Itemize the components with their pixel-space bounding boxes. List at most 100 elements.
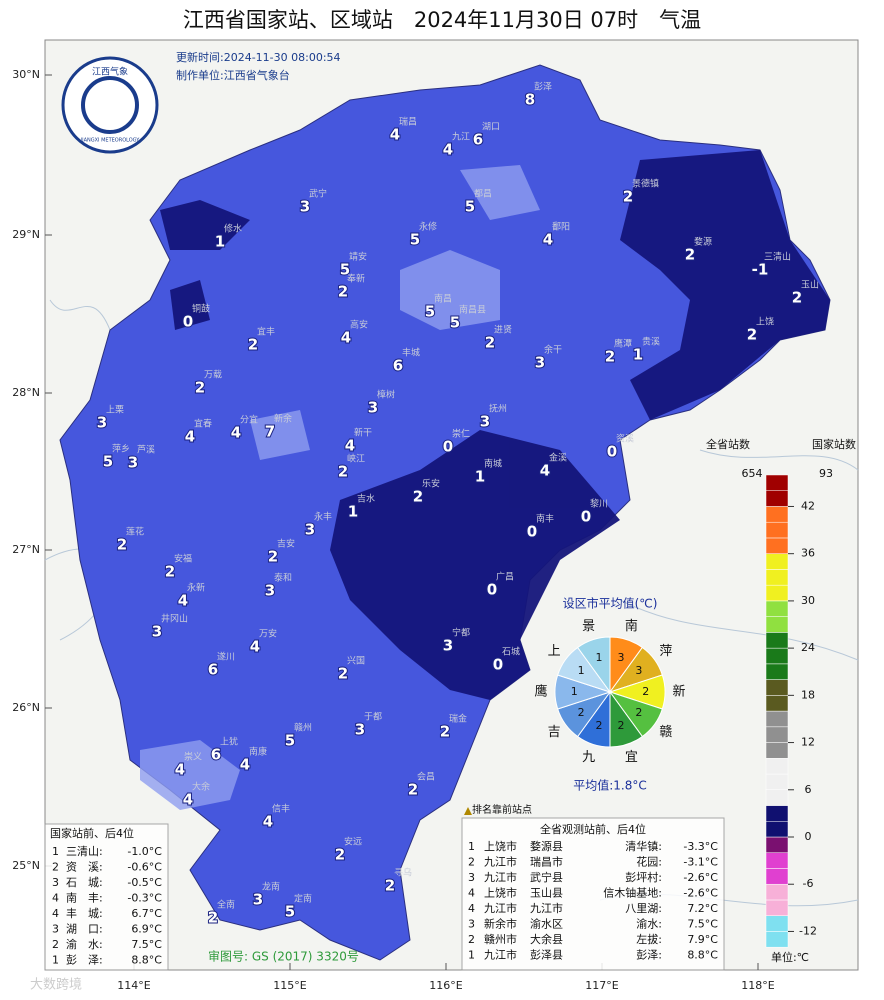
station-name: 赣州	[294, 722, 312, 734]
station-name: 婺源	[694, 237, 712, 248]
station-name: 寻乌	[394, 867, 412, 879]
station-value: 1	[475, 468, 485, 486]
station-value: 3	[265, 582, 275, 600]
station-value: 3	[368, 399, 378, 417]
lon-label: 118°E	[741, 979, 774, 992]
legend-swatch	[765, 679, 789, 696]
station-value: 2	[165, 563, 175, 581]
station-name: 抚州	[489, 403, 507, 415]
national-table-cell: -0.5°C	[127, 876, 162, 889]
all-table-cell: 彭泽县	[530, 948, 563, 962]
all-table-cell: 花园:	[636, 856, 662, 869]
station-name: 全南	[217, 899, 235, 911]
station-name: 兴国	[347, 656, 365, 667]
station-name: 余干	[544, 344, 562, 356]
all-table-cell: 瑞昌市	[530, 855, 563, 869]
legend-nat-header: 国家站数	[812, 437, 856, 451]
pie-average: 平均值:1.8°C	[573, 778, 647, 793]
station-value: 3	[97, 414, 107, 432]
station-name: 安福	[174, 553, 192, 565]
pie-value: 2	[635, 706, 642, 719]
pie-name: 九	[582, 750, 595, 765]
national-table-cell: 4	[52, 892, 59, 905]
legend-swatch	[765, 553, 789, 570]
station-name: 铜鼓	[192, 303, 210, 315]
all-table-cell: -2.6°C	[683, 887, 718, 900]
all-table-cell: 2	[468, 856, 475, 869]
station-value: 3	[253, 891, 263, 909]
legend-swatch	[765, 758, 789, 775]
station-name: 宜丰	[257, 326, 275, 338]
station-name: 井冈山	[161, 613, 188, 625]
lon-label: 115°E	[273, 979, 306, 992]
station-name: 广昌	[496, 571, 514, 583]
national-table-cell: 南 丰:	[66, 892, 103, 905]
station-value: 2	[338, 665, 348, 683]
all-table-cell: 上饶市	[484, 839, 517, 853]
station-name: 新干	[354, 427, 372, 439]
station-name: 南康	[249, 746, 267, 758]
legend-swatch	[765, 915, 789, 932]
station-name: 莲花	[126, 526, 144, 538]
all-table-cell: 清华镇:	[625, 839, 662, 853]
legend-swatch	[765, 821, 789, 838]
marker-icon	[464, 807, 472, 815]
legend-tick-label: -12	[799, 924, 817, 937]
legend-all-header: 全省站数	[706, 437, 750, 451]
logo-bottom: JIANGXI METEOROLOGY	[80, 138, 141, 144]
station-name: 鄱阳	[552, 222, 570, 233]
station-value: 0	[443, 438, 453, 456]
station-value: -1	[752, 261, 769, 279]
all-table-cell: -3.3°C	[683, 840, 718, 853]
station-name: 奉新	[347, 273, 365, 285]
station-value: 5	[103, 453, 113, 471]
legend-tick-label: 24	[801, 641, 815, 654]
station-name: 瑞金	[449, 713, 467, 725]
all-table-cell: 九江市	[484, 901, 517, 915]
all-table-cell: 1	[468, 840, 475, 853]
national-table-cell: 8.8°C	[131, 954, 162, 967]
station-value: 4	[240, 756, 250, 774]
national-table-cell: 1	[52, 845, 59, 858]
pie-value: 3	[635, 664, 642, 677]
national-table-cell: 彭 泽:	[66, 953, 103, 967]
station-value: 2	[117, 536, 127, 554]
all-table-cell: 2	[468, 933, 475, 946]
national-table-cell: 1	[52, 954, 59, 967]
legend-tick-label: 18	[801, 688, 815, 701]
station-name: 定南	[294, 893, 312, 905]
national-table-cell: -0.3°C	[127, 892, 162, 905]
pie-value: 1	[571, 685, 578, 698]
station-value: 0	[493, 656, 503, 674]
all-table-cell: 1	[468, 949, 475, 962]
station-value: 4	[185, 428, 195, 446]
legend-swatch	[765, 569, 789, 586]
legend-swatch	[765, 647, 789, 665]
station-value: 2	[385, 877, 395, 895]
national-table-cell: 3	[52, 876, 59, 889]
station-name: 高安	[350, 319, 368, 331]
station-name: 瑞昌	[399, 116, 417, 128]
lat-label: 25°N	[12, 859, 40, 872]
station-name: 上犹	[220, 737, 238, 748]
national-table-box	[44, 823, 169, 971]
logo-top: 江西气象	[92, 66, 128, 78]
cold-areas	[160, 150, 830, 700]
station-name: 贵溪	[642, 336, 660, 348]
title: 江西省国家站、区域站 2024年11月30日 07时 气温	[183, 8, 701, 32]
legend-all-count: 654	[742, 467, 763, 480]
station-value: 8	[525, 91, 535, 109]
station-value: 2	[413, 488, 423, 506]
lat-label: 28°N	[12, 386, 40, 399]
station-name: 玉山	[801, 280, 819, 291]
station-name: 金溪	[549, 452, 567, 464]
station-name: 南丰	[536, 513, 554, 525]
all-table-cell: 婺源县	[530, 839, 563, 853]
station-name: 大余	[192, 781, 210, 793]
station-name: 靖安	[349, 251, 367, 263]
legend-swatch	[765, 710, 789, 728]
national-table-cell: 2	[52, 861, 59, 874]
all-table-cell: 彭泽:	[636, 948, 662, 962]
all-table-cell: 4	[468, 887, 475, 900]
